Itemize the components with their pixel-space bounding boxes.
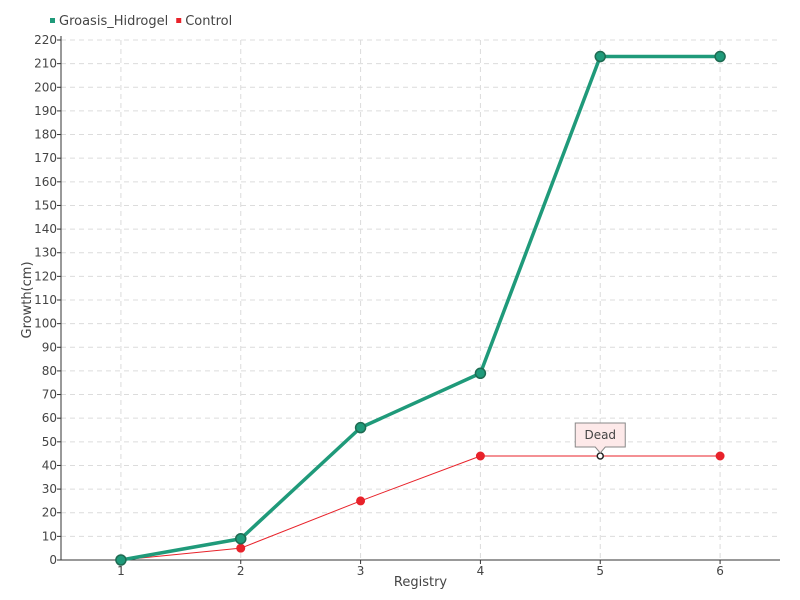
y-tick-labels: 0 10 20 30 40 50 60 70 80 90 100 110 120 130 140 150 160… xyxy=(34,33,61,567)
annotation-box xyxy=(574,422,626,454)
y-tick-label: 160 xyxy=(34,175,57,189)
legend-item-control[interactable]: Control xyxy=(176,14,232,29)
y-tick-label: 20 xyxy=(42,506,57,520)
x-tick-label: 2 xyxy=(237,564,245,578)
legend-swatch-groasis-hidrogel xyxy=(50,18,55,23)
x-tick-labels: 1 2 3 4 5 6 xyxy=(117,560,724,578)
y-tick-label: 220 xyxy=(34,33,57,47)
legend-swatch-control xyxy=(176,18,182,23)
legend-label-groasis-hidrogel: Groasis_Hidrogel xyxy=(59,14,168,29)
x-tick-label: 4 xyxy=(477,564,485,578)
annotation-label: Dead xyxy=(584,428,616,442)
y-tick-label: 180 xyxy=(34,128,57,142)
series-control xyxy=(116,451,725,565)
annotations: Dead xyxy=(574,422,626,454)
y-tick-label: 50 xyxy=(42,435,57,449)
y-tick-label: 150 xyxy=(34,198,57,212)
data-point-groasis-hidrogel[interactable] xyxy=(354,421,367,434)
y-tick-label: 200 xyxy=(34,80,57,94)
y-tick-label: 80 xyxy=(42,364,57,378)
data-point-groasis-hidrogel[interactable] xyxy=(594,50,606,63)
y-tick-label: 10 xyxy=(42,529,57,543)
series-line-groasis-hidrogel xyxy=(120,54,721,562)
legend: Groasis_Hidrogel Control xyxy=(50,14,232,29)
y-tick-label: 210 xyxy=(34,57,57,71)
y-tick-label: 100 xyxy=(34,317,57,331)
series xyxy=(115,50,726,566)
data-point-control[interactable] xyxy=(475,451,485,461)
axes xyxy=(60,36,780,561)
series-groasis-hidrogel xyxy=(115,50,726,566)
legend-label-control: Control xyxy=(185,14,232,29)
y-tick-label: 30 xyxy=(42,482,57,496)
y-tick-label: 190 xyxy=(34,104,57,118)
y-tick-label: 170 xyxy=(34,151,57,165)
y-tick-label: 0 xyxy=(49,553,57,567)
x-axis-title: Registry xyxy=(394,575,448,590)
y-tick-label: 40 xyxy=(42,458,57,472)
series-line-control xyxy=(120,455,721,561)
annotation-callout: Dead xyxy=(574,422,626,454)
y-tick-label: 110 xyxy=(34,293,57,307)
y-tick-label: 60 xyxy=(42,411,57,425)
data-point-groasis-hidrogel[interactable] xyxy=(714,50,726,63)
y-axis-title: Growth(cm) xyxy=(20,261,35,338)
y-tick-label: 120 xyxy=(34,269,57,283)
y-tick-label: 90 xyxy=(42,340,57,354)
grid xyxy=(61,39,780,560)
data-point-groasis-hidrogel[interactable] xyxy=(235,532,247,545)
data-point-groasis-hidrogel[interactable] xyxy=(474,367,487,380)
y-tick-label: 140 xyxy=(34,222,57,236)
y-tick-label: 130 xyxy=(34,246,57,260)
data-point-control[interactable] xyxy=(596,452,604,460)
data-point-control[interactable] xyxy=(715,451,725,461)
x-tick-label: 3 xyxy=(357,564,365,578)
legend-item-groasis-hidrogel[interactable]: Groasis_Hidrogel xyxy=(50,14,168,29)
data-point-control[interactable] xyxy=(236,543,246,553)
y-tick-label: 70 xyxy=(42,388,57,402)
data-point-groasis-hidrogel[interactable] xyxy=(115,554,127,566)
data-point-control[interactable] xyxy=(356,496,366,506)
x-tick-label: 6 xyxy=(716,564,724,578)
x-tick-label: 1 xyxy=(117,564,125,578)
x-tick-label: 5 xyxy=(596,564,604,578)
